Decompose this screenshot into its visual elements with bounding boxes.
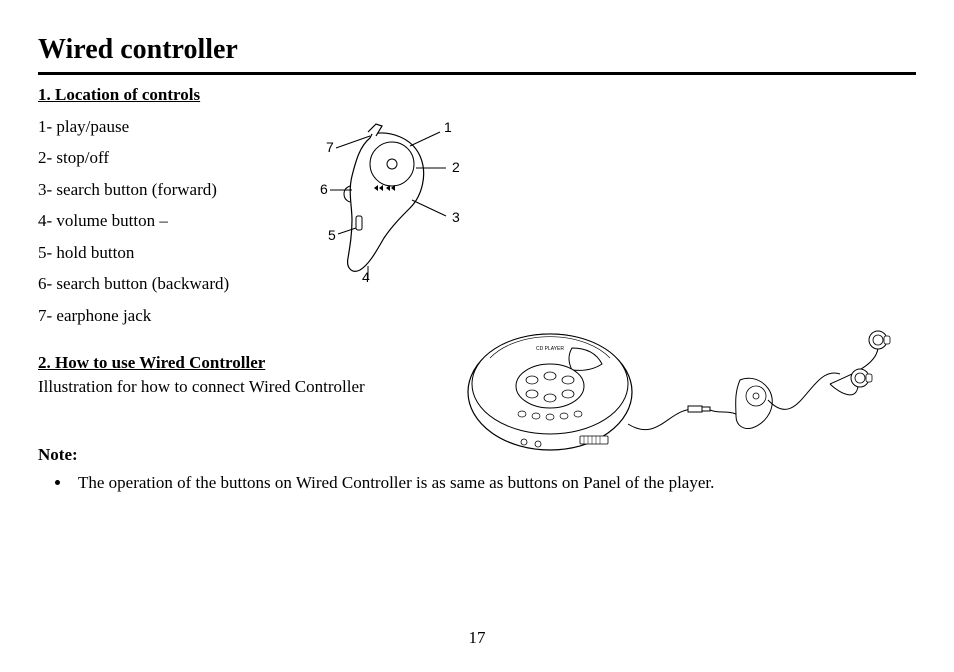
diagram-label-4: 4 bbox=[362, 269, 370, 284]
diagram-label-2: 2 bbox=[452, 159, 460, 175]
diagram-label-6: 6 bbox=[320, 181, 328, 197]
controls-list: 1- play/pause 2- stop/off 3- search butt… bbox=[38, 111, 916, 331]
list-item: 1- play/pause bbox=[38, 111, 916, 142]
list-item: 2- stop/off bbox=[38, 142, 916, 173]
section1-heading: 1. Location of controls bbox=[38, 85, 916, 105]
page: Wired controller 1. Location of controls… bbox=[0, 0, 954, 672]
list-item: 4- volume button – bbox=[38, 205, 916, 236]
diagram-label-7: 7 bbox=[326, 139, 334, 155]
page-title: Wired controller bbox=[38, 34, 916, 66]
diagram-label-3: 3 bbox=[452, 209, 460, 225]
title-rule bbox=[38, 72, 916, 75]
list-item: 5- hold button bbox=[38, 237, 916, 268]
note-bullet: The operation of the buttons on Wired Co… bbox=[72, 473, 916, 493]
controller-diagram: 1 2 3 4 5 6 7 bbox=[312, 116, 472, 284]
page-number: 17 bbox=[0, 628, 954, 648]
note-list: The operation of the buttons on Wired Co… bbox=[38, 473, 916, 493]
diagram-label-1: 1 bbox=[444, 119, 452, 135]
list-item: 3- search button (forward) bbox=[38, 174, 916, 205]
diagram-label-5: 5 bbox=[328, 227, 336, 243]
player-label: CD PLAYER bbox=[536, 346, 564, 352]
player-diagram: CD PLAYER bbox=[460, 314, 920, 464]
list-item: 6- search button (backward) bbox=[38, 268, 916, 299]
